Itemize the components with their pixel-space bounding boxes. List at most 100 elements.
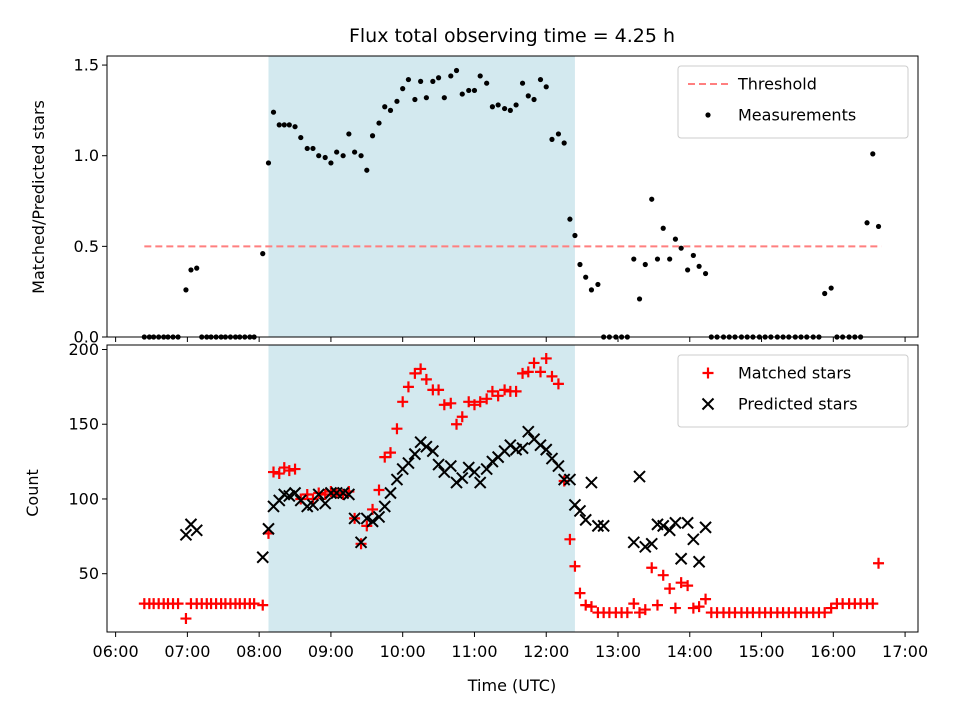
data-point	[507, 107, 513, 113]
data-point	[574, 587, 586, 599]
data-point	[390, 473, 404, 486]
data-point	[864, 220, 870, 226]
data-point	[474, 396, 486, 408]
data-point	[387, 107, 394, 113]
data-point	[306, 498, 320, 512]
legend: Matched stars Predicted stars	[677, 354, 909, 428]
data-point	[543, 84, 549, 90]
data-point	[194, 265, 200, 271]
data-point	[579, 513, 592, 527]
data-point	[534, 366, 546, 378]
data-point	[502, 105, 508, 112]
data-point	[569, 560, 581, 572]
data-point	[369, 133, 376, 139]
data-point	[312, 488, 325, 501]
data-point	[537, 76, 544, 83]
x-tick-label: 17:00	[882, 642, 928, 661]
data-point	[420, 440, 433, 453]
data-point	[583, 274, 589, 280]
data-point	[459, 91, 465, 97]
data-point	[444, 459, 457, 473]
data-point	[384, 486, 397, 500]
data-point	[639, 604, 651, 616]
data-point	[316, 153, 322, 159]
data-point	[525, 93, 531, 99]
data-point	[867, 598, 879, 610]
data-point	[397, 396, 409, 408]
top-y-axis-label: Matched/Predicted stars	[29, 100, 48, 294]
data-point	[384, 447, 396, 459]
y-tick-label: 0.5	[74, 237, 99, 256]
data-point	[445, 397, 457, 409]
data-point	[248, 598, 260, 610]
data-point	[409, 367, 421, 379]
data-point	[597, 519, 610, 533]
data-point	[573, 504, 587, 518]
data-point	[412, 96, 418, 103]
data-point	[580, 599, 592, 611]
data-point	[636, 296, 643, 302]
data-point	[295, 493, 307, 505]
series-measurements	[141, 67, 882, 340]
data-point	[364, 167, 370, 173]
y-tick-label: 50	[79, 564, 99, 583]
data-point	[471, 87, 478, 94]
data-point	[705, 112, 711, 118]
data-point	[346, 131, 352, 137]
data-point	[873, 557, 885, 569]
data-point	[367, 503, 379, 515]
data-point	[358, 153, 364, 159]
data-point	[423, 95, 429, 101]
chart-title: Flux total observing time = 4.25 h	[349, 25, 675, 47]
shaded-region	[268, 345, 575, 632]
data-point	[376, 120, 382, 126]
data-point	[481, 393, 493, 405]
y-tick-label: 150	[68, 415, 99, 434]
data-point	[674, 552, 688, 565]
data-point	[318, 497, 332, 510]
data-point	[355, 538, 367, 550]
data-point	[179, 528, 193, 542]
shaded-region	[268, 56, 575, 337]
data-point	[563, 473, 577, 486]
data-point	[631, 256, 637, 262]
data-point	[585, 476, 598, 489]
data-point	[657, 569, 669, 581]
data-point	[549, 136, 555, 142]
data-point	[577, 261, 583, 268]
legend-label: Threshold	[737, 75, 817, 94]
data-point	[420, 373, 432, 385]
data-point	[394, 98, 400, 104]
data-point	[517, 367, 529, 379]
data-point	[628, 598, 640, 610]
data-point	[313, 487, 325, 499]
data-point	[391, 423, 403, 435]
data-point	[702, 367, 714, 379]
data-point	[324, 486, 338, 500]
data-point	[486, 385, 498, 397]
data-point	[682, 580, 694, 592]
data-point	[540, 352, 552, 364]
data-point	[654, 256, 661, 262]
x-tick-label: 13:00	[595, 642, 641, 661]
data-point	[262, 522, 275, 536]
data-point	[373, 484, 385, 496]
data-point	[540, 443, 553, 456]
data-point	[642, 261, 648, 268]
data-point	[675, 577, 687, 589]
data-point	[667, 256, 673, 262]
data-point	[564, 533, 576, 545]
y-tick-label: 200	[68, 340, 99, 359]
bottom-panel: 50 100 150 200 06:00 07:00 08:00 09:00 10:00 11:0…	[68, 340, 928, 661]
data-point	[669, 516, 682, 530]
data-point	[456, 411, 468, 423]
data-point	[627, 536, 640, 549]
data-point	[268, 466, 280, 478]
data-point	[188, 267, 194, 273]
data-point	[678, 245, 684, 251]
data-point	[456, 471, 469, 485]
data-point	[499, 384, 511, 396]
data-point	[519, 80, 526, 86]
data-point	[660, 225, 666, 231]
legend-box	[677, 354, 909, 428]
